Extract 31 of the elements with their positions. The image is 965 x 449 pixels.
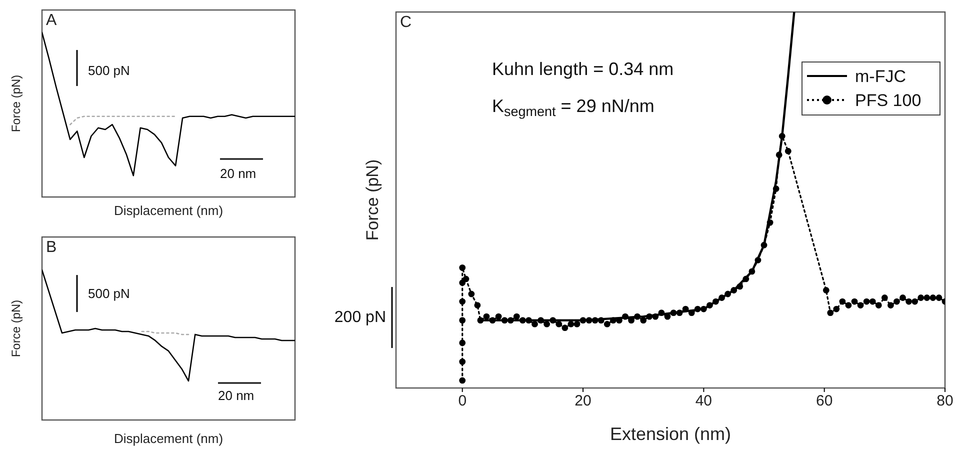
point	[519, 317, 526, 324]
x-axis-title: Extension (nm)	[610, 424, 732, 444]
chart-title: A	[46, 12, 57, 29]
chart-title: B	[46, 239, 57, 256]
point	[700, 306, 707, 312]
point	[778, 132, 786, 140]
x-axis-title: Displacement (nm)	[114, 431, 224, 446]
legend-label: m-FJC	[855, 66, 906, 86]
y-axis-title: Force (pN)	[9, 300, 24, 358]
x-tick-label: 40	[695, 392, 712, 410]
annotation: 20 nm	[220, 166, 256, 181]
point	[730, 287, 738, 294]
y-axis-title: Force (pN)	[362, 159, 382, 241]
annotation: 20 nm	[218, 388, 254, 403]
x-tick-label: 60	[816, 392, 833, 410]
annotation: Kuhn length = 0.34 nm	[492, 59, 674, 79]
y-axis-title: Force (pN)	[9, 74, 24, 132]
point	[748, 268, 756, 275]
text: 200 pN	[334, 309, 386, 326]
legend-label: PFS 100	[855, 90, 922, 110]
x-tick-label: 0	[458, 392, 467, 410]
point	[477, 317, 484, 324]
annotation: 500 pN	[88, 286, 130, 301]
x-tick-label: 80	[936, 392, 954, 410]
x-axis-title: Displacement (nm)	[114, 203, 224, 218]
x-tick-label: 20	[574, 392, 592, 410]
annotation: K$_{segment}$ = 29 nN/nm	[492, 96, 654, 120]
chart-title: C	[400, 14, 412, 31]
annotation: 500 pN	[88, 63, 130, 78]
point	[580, 317, 586, 324]
point	[760, 242, 768, 248]
